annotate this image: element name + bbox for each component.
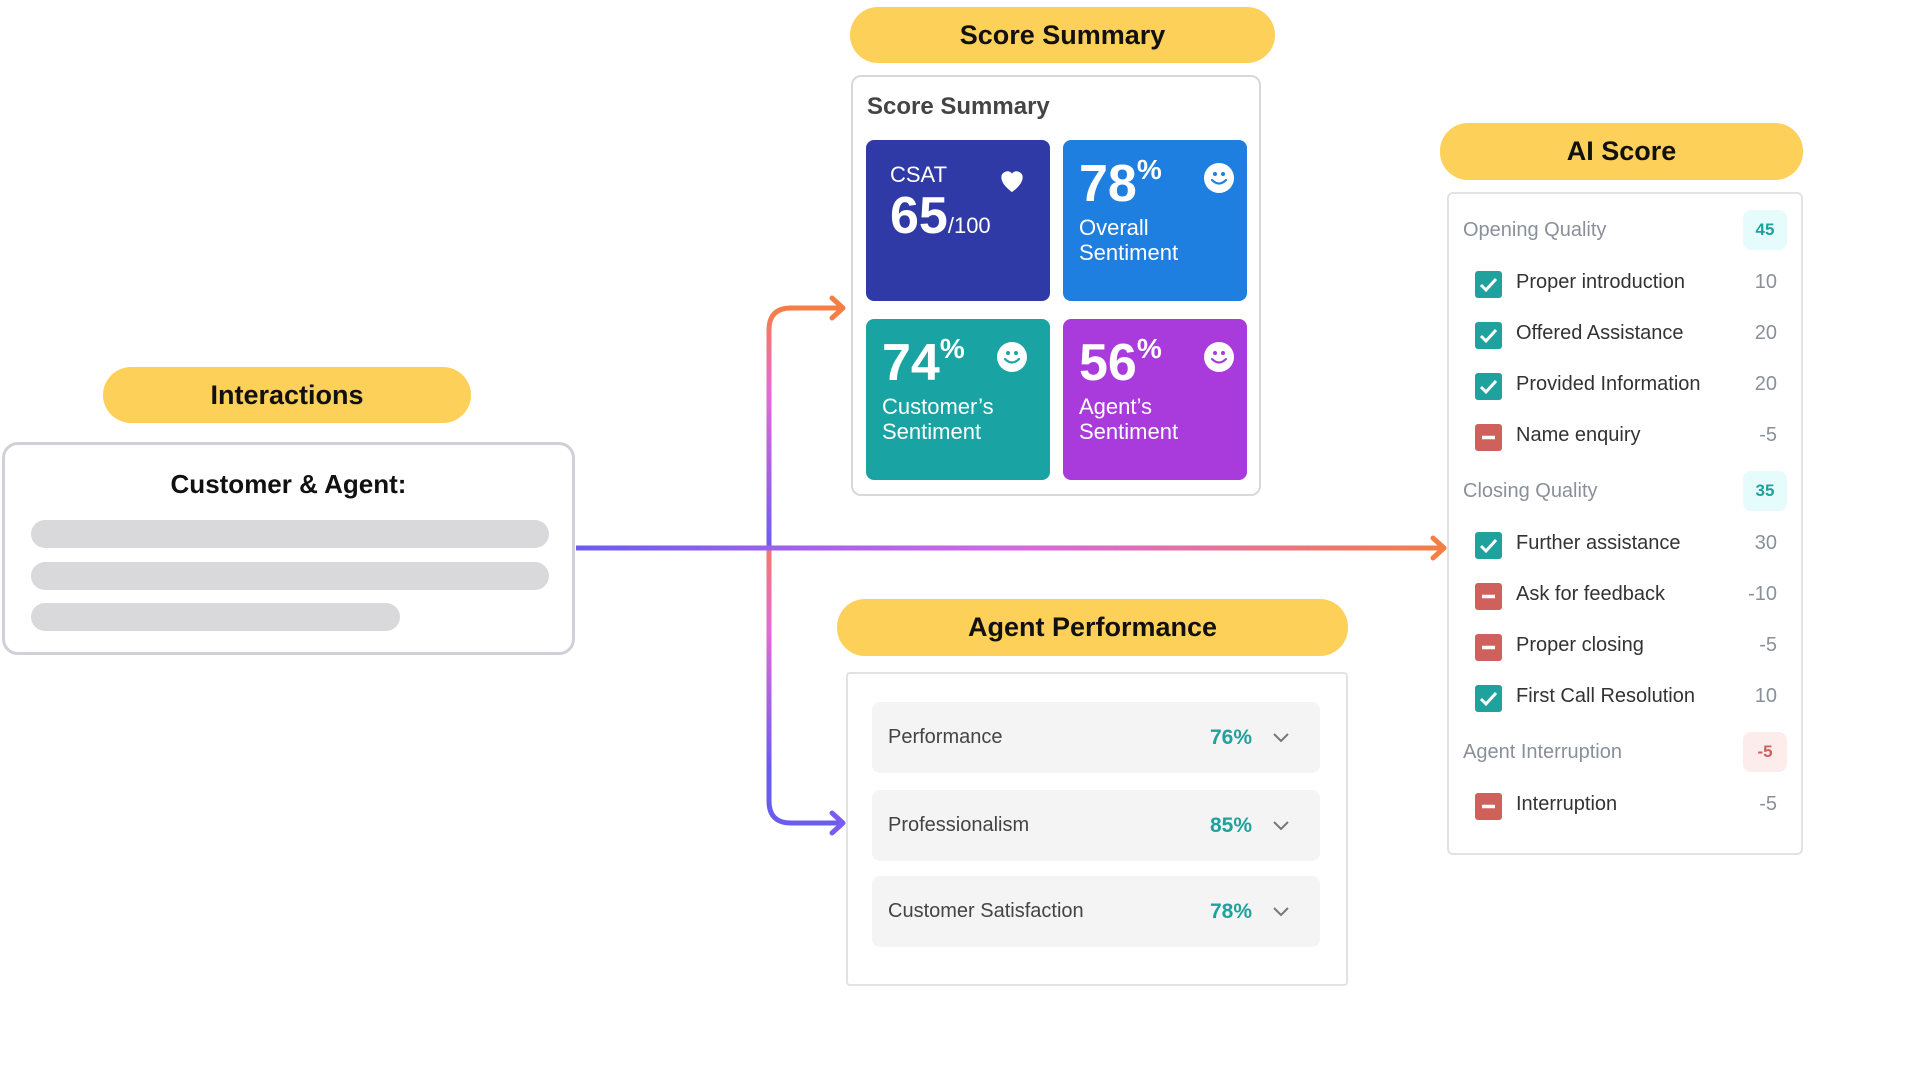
minus-icon[interactable] (1475, 583, 1502, 610)
interactions-pill: Interactions (103, 367, 471, 423)
transcript-placeholder-line (31, 603, 400, 631)
minus-icon[interactable] (1475, 424, 1502, 451)
score-item: Offered Assistance 20 (1475, 320, 1777, 350)
item-value: 10 (1754, 685, 1777, 707)
item-label: Further assistance (1516, 532, 1681, 554)
item-label: Provided Information (1516, 373, 1701, 395)
section-score-badge: 35 (1743, 471, 1787, 511)
checkbox-checked-icon[interactable] (1475, 271, 1502, 298)
score-item: First Call Resolution 10 (1475, 683, 1777, 713)
transcript-placeholder-line (31, 562, 549, 590)
checkbox-checked-icon[interactable] (1475, 373, 1502, 400)
heart-icon (1001, 171, 1023, 192)
item-value: 20 (1754, 373, 1777, 395)
row-label: Professionalism (888, 814, 1030, 836)
agent-sentiment-tile: 56% Agent’s Sentiment (1063, 319, 1247, 480)
item-label: First Call Resolution (1516, 685, 1695, 707)
score-summary-pill: Score Summary (850, 7, 1275, 63)
row-label: Performance (888, 726, 1003, 748)
checkbox-checked-icon[interactable] (1475, 532, 1502, 559)
section-score-badge: 45 (1743, 210, 1787, 250)
row-value: 85% (1209, 814, 1252, 837)
item-label: Ask for feedback (1516, 583, 1665, 605)
minus-icon[interactable] (1475, 634, 1502, 661)
score-item: Provided Information 20 (1475, 371, 1777, 401)
arrow-to-agent-performance (766, 548, 842, 826)
section-score-badge: -5 (1743, 732, 1787, 772)
smiley-icon (1204, 342, 1234, 372)
csat-score: 65/100 (890, 190, 991, 242)
section-title: Agent Interruption (1463, 741, 1622, 763)
checkbox-checked-icon[interactable] (1475, 685, 1502, 712)
score-item: Proper closing -5 (1475, 632, 1777, 662)
item-value: -5 (1759, 793, 1777, 815)
interactions-card: Customer & Agent: (2, 442, 575, 655)
ai-score-pill: AI Score (1440, 123, 1803, 180)
overall-sentiment-label: Overall Sentiment (1079, 215, 1179, 265)
row-value: 76% (1209, 726, 1252, 749)
ai-score-card: Opening Quality 45 Proper introduction 10 Of… (1447, 192, 1803, 855)
professionalism-row[interactable]: Professionalism 85% (872, 790, 1320, 861)
score-item: Proper introduction 10 (1475, 269, 1777, 299)
score-summary-title: Score Summary (867, 93, 1050, 120)
agent-sentiment-value: 56% (1079, 333, 1162, 392)
score-item: Ask for feedback -10 (1475, 581, 1777, 611)
agent-performance-card: Performance 76% Professionalism 85% Cust… (846, 672, 1348, 986)
item-value: -5 (1759, 634, 1777, 656)
transcript-placeholder-line (31, 520, 549, 548)
customer-satisfaction-row[interactable]: Customer Satisfaction 78% (872, 876, 1320, 947)
item-label: Interruption (1516, 793, 1618, 815)
row-label: Customer Satisfaction (888, 900, 1084, 922)
item-label: Offered Assistance (1516, 322, 1684, 344)
item-value: -10 (1748, 583, 1777, 605)
item-label: Proper closing (1516, 634, 1644, 656)
row-value: 78% (1209, 900, 1252, 923)
item-value: 20 (1754, 322, 1777, 344)
agent-sentiment-label: Agent’s Sentiment (1079, 394, 1179, 444)
overall-sentiment-value: 78% (1079, 154, 1162, 213)
smiley-icon (1204, 163, 1234, 193)
item-label: Name enquiry (1516, 424, 1641, 446)
customer-sentiment-value: 74% (882, 333, 965, 392)
minus-icon[interactable] (1475, 793, 1502, 820)
score-item: Interruption -5 (1475, 791, 1777, 821)
csat-max: /100 (947, 213, 991, 238)
interactions-title: Customer & Agent: (170, 469, 407, 499)
arrow-to-score-summary (766, 305, 842, 548)
checkbox-checked-icon[interactable] (1475, 322, 1502, 349)
item-value: -5 (1759, 424, 1777, 446)
csat-value: 65 (890, 187, 948, 245)
csat-label: CSAT (890, 162, 948, 187)
section-title: Opening Quality (1463, 219, 1607, 241)
item-label: Proper introduction (1516, 271, 1685, 293)
overall-sentiment-tile: 78% Overall Sentiment (1063, 140, 1247, 301)
chevron-down-icon[interactable] (1272, 902, 1290, 920)
item-value: 10 (1754, 271, 1777, 293)
section-title: Closing Quality (1463, 480, 1598, 502)
score-item: Name enquiry -5 (1475, 422, 1777, 452)
customer-sentiment-tile: 74% Customer’s Sentiment (866, 319, 1050, 480)
item-value: 30 (1754, 532, 1777, 554)
score-summary-card: Score Summary CSAT 65/100 78% Overall Se… (851, 75, 1261, 496)
customer-sentiment-label: Customer’s Sentiment (882, 394, 994, 444)
score-item: Further assistance 30 (1475, 530, 1777, 560)
csat-tile: CSAT 65/100 (866, 140, 1050, 301)
performance-row[interactable]: Performance 76% (872, 702, 1320, 773)
smiley-icon (997, 342, 1027, 372)
chevron-down-icon[interactable] (1272, 816, 1290, 834)
chevron-down-icon[interactable] (1272, 728, 1290, 746)
agent-performance-pill: Agent Performance (837, 599, 1348, 656)
